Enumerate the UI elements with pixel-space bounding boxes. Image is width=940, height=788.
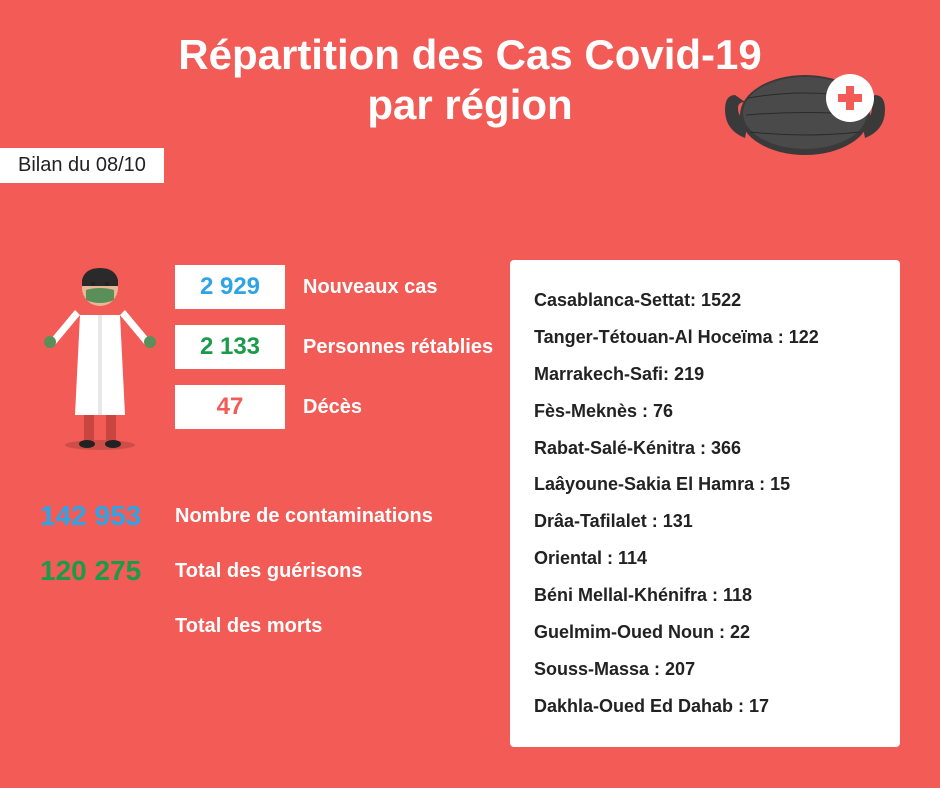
stat-deaths-value: 47 [175,385,285,429]
region-line: Oriental : 114 [534,540,876,577]
region-line: Guelmim-Oued Noun : 22 [534,614,876,651]
title-line-1: Répartition des Cas Covid-19 [178,31,761,78]
total-contaminations: 142 953 Nombre de contaminations [40,500,433,532]
region-line: Laâyoune-Sakia El Hamra : 15 [534,466,876,503]
region-line: Dakhla-Oued Ed Dahab : 17 [534,688,876,725]
stat-new-cases: 2 929 Nouveaux cas [175,265,438,309]
region-line: Rabat-Salé-Kénitra : 366 [534,430,876,467]
date-badge: Bilan du 08/10 [0,148,164,183]
total-contaminations-value: 142 953 [40,500,160,532]
region-line: Béni Mellal-Khénifra : 118 [534,577,876,614]
title-line-2: par région [367,81,572,128]
total-guerisons-value: 120 275 [40,555,160,587]
stat-new-cases-value: 2 929 [175,265,285,309]
total-morts-value: 2 486 [40,610,160,642]
regions-panel: Casablanca-Settat: 1522 Tanger-Tétouan-A… [510,260,900,747]
region-line: Fès-Meknès : 76 [534,393,876,430]
region-line: Souss-Massa : 207 [534,651,876,688]
page-title: Répartition des Cas Covid-19 par région [120,0,820,131]
mask-icon [720,60,890,175]
total-contaminations-label: Nombre de contaminations [175,505,433,528]
stat-deaths-label: Décès [303,396,362,419]
total-morts: 2 486 Total des morts [40,610,322,642]
region-line: Marrakech-Safi: 219 [534,356,876,393]
total-morts-label: Total des morts [175,615,322,638]
doctor-icon [40,260,160,455]
total-guerisons-label: Total des guérisons [175,560,362,583]
stat-recovered-value: 2 133 [175,325,285,369]
total-guerisons: 120 275 Total des guérisons [40,555,362,587]
stat-deaths: 47 Décès [175,385,362,429]
stat-recovered-label: Personnes rétablies [303,336,493,359]
region-line: Drâa-Tafilalet : 131 [534,503,876,540]
region-line: Casablanca-Settat: 1522 [534,282,876,319]
stat-new-cases-label: Nouveaux cas [303,276,438,299]
region-line: Tanger-Tétouan-Al Hoceïma : 122 [534,319,876,356]
stat-recovered: 2 133 Personnes rétablies [175,325,493,369]
